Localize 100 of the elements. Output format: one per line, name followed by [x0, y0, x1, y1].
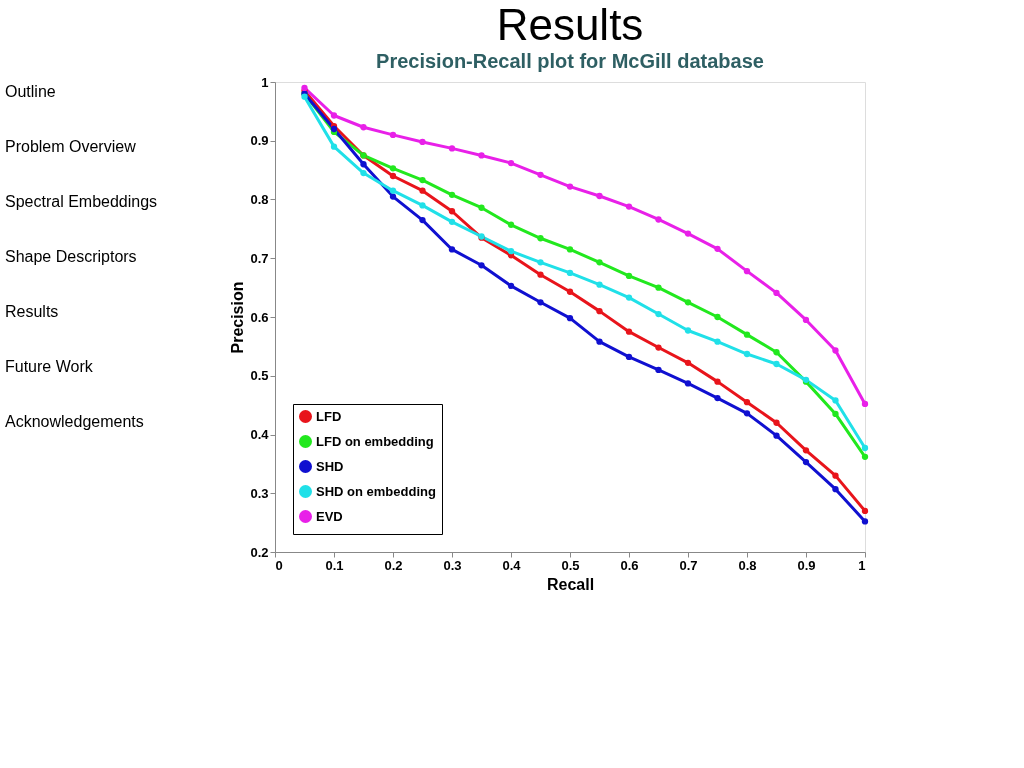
point — [773, 419, 780, 426]
point — [566, 288, 574, 295]
point — [507, 282, 515, 290]
point — [448, 208, 456, 215]
point — [419, 176, 426, 184]
y-tick-label: 0.4 — [250, 427, 270, 442]
point — [507, 248, 515, 255]
point — [389, 193, 397, 200]
y-tick-label: 0.5 — [250, 368, 269, 384]
point — [478, 152, 485, 159]
point — [566, 183, 574, 190]
point — [773, 432, 780, 439]
point — [802, 316, 810, 324]
point — [714, 245, 721, 253]
y-tick-label: 0.8 — [250, 192, 269, 207]
y-tick-label: 0.9 — [250, 133, 269, 149]
legend-label: SHD on embedding — [316, 483, 436, 499]
point — [566, 269, 574, 277]
point — [566, 315, 574, 322]
point — [448, 246, 456, 253]
x-tick-label: 0.2 — [384, 557, 403, 573]
legend-label: EVD — [316, 508, 343, 524]
point — [714, 394, 721, 402]
point — [861, 518, 869, 525]
point — [714, 313, 721, 321]
point — [419, 187, 426, 194]
x-tick-label: 0.9 — [797, 557, 816, 573]
legend-label: SHD — [316, 458, 344, 474]
point — [360, 124, 367, 131]
point — [625, 272, 633, 280]
x-tick-label: 0 — [275, 557, 283, 573]
point — [802, 458, 810, 466]
text: Future Work — [5, 358, 94, 375]
point — [684, 359, 692, 366]
point — [802, 447, 810, 454]
point — [330, 112, 338, 119]
point — [448, 145, 456, 152]
text: Results — [5, 303, 59, 320]
point — [419, 216, 426, 224]
text: Shape Descriptors — [5, 248, 137, 265]
point — [684, 327, 692, 334]
legend-label: LFD — [316, 408, 342, 424]
point — [625, 353, 633, 361]
point — [537, 271, 544, 278]
y-tick-label: 1 — [261, 74, 269, 90]
point — [596, 192, 603, 200]
point — [832, 397, 839, 404]
point — [389, 165, 397, 172]
point — [448, 218, 456, 225]
point — [743, 399, 751, 406]
x-tick-label: 0.3 — [443, 557, 462, 573]
point — [360, 169, 367, 177]
point — [684, 230, 692, 237]
point — [625, 294, 633, 301]
point — [832, 472, 839, 479]
point — [743, 350, 751, 358]
point — [419, 138, 426, 146]
point — [389, 187, 397, 194]
text: Spectral Embeddings — [5, 193, 158, 210]
legend-label: LFD on embedding — [316, 433, 434, 449]
point — [714, 378, 721, 385]
text: Acknowledgements — [5, 413, 144, 430]
point — [389, 131, 397, 139]
point — [743, 268, 751, 275]
point — [832, 347, 839, 354]
x-tick-label: 0.6 — [620, 557, 639, 573]
x-tick-label: 0.5 — [561, 557, 580, 573]
point — [684, 380, 692, 387]
x-tick-label: 0.7 — [679, 557, 698, 573]
x-tick-label: 0.8 — [738, 557, 757, 573]
point — [419, 202, 426, 209]
y-tick-label: 0.7 — [250, 250, 269, 266]
point — [655, 344, 662, 351]
point — [596, 338, 603, 345]
point — [566, 246, 574, 253]
x-axis-title: Recall — [546, 575, 595, 593]
text: Problem Overview — [5, 138, 137, 155]
point — [655, 284, 662, 291]
x-tick-label: 1 — [858, 557, 866, 573]
x-tick-label: 0.4 — [502, 557, 522, 573]
x-tick-label: 0.1 — [325, 557, 344, 573]
point — [743, 331, 751, 338]
point — [655, 216, 662, 223]
point — [596, 281, 603, 288]
text: Outline — [5, 83, 56, 100]
point — [330, 143, 338, 150]
point — [537, 259, 544, 266]
point — [625, 203, 633, 210]
point — [861, 400, 869, 408]
point — [655, 310, 662, 318]
chart-subtitle: Precision-Recall plot for McGill database — [376, 50, 764, 72]
point — [596, 259, 603, 266]
point — [478, 204, 485, 211]
point — [507, 221, 515, 228]
y-tick-label: 0.2 — [250, 544, 269, 560]
point — [625, 328, 633, 335]
point — [832, 410, 839, 418]
point — [832, 485, 839, 493]
point — [478, 262, 485, 269]
point — [596, 307, 603, 315]
